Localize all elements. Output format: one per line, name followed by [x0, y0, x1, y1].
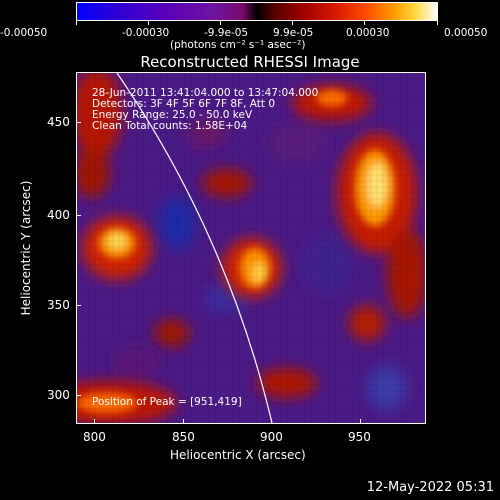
info-time-range: 28-Jun-2011 13:41:04.000 to 13:47:04.000: [92, 87, 319, 99]
x-tick-label: 950: [348, 430, 371, 444]
colorbar-tick-mark: [364, 21, 365, 25]
y-tick-label: 300: [47, 388, 70, 402]
solar-limb: [116, 73, 273, 423]
colorbar-tick-label: -0.00030: [122, 27, 170, 39]
y-tick-label: 450: [47, 115, 70, 129]
flux-map: [77, 73, 425, 423]
x-tick-mark: [271, 419, 272, 424]
x-tick-label: 900: [260, 430, 283, 444]
pixel-grid: [77, 73, 425, 423]
x-axis-label: Heliocentric X (arcsec): [170, 448, 306, 462]
colorbar-tick-mark: [148, 21, 149, 25]
info-peak-position: Position of Peak = [951,419]: [92, 396, 242, 408]
y-axis-label: Heliocentric Y (arcsec): [19, 180, 33, 316]
generation-timestamp: 12-May-2022 05:31: [366, 480, 494, 495]
colorbar-tick-label: 0.00050: [444, 27, 488, 39]
colorbar-tick-mark: [292, 21, 293, 25]
y-tick-mark: [76, 122, 81, 123]
colorbar-tick-label: 9.9e-05: [273, 27, 314, 39]
colorbar-tick-mark: [437, 21, 438, 25]
y-tick-mark: [76, 305, 81, 306]
image-plot[interactable]: [76, 72, 426, 424]
info-clean-counts: Clean Total counts: 1.58E+04: [92, 120, 248, 132]
x-tick-mark: [360, 419, 361, 424]
x-tick-mark: [94, 419, 95, 424]
colorbar-tick-mark: [76, 21, 77, 25]
y-tick-label: 350: [47, 298, 70, 312]
y-tick-mark: [76, 395, 81, 396]
info-energy-range: Energy Range: 25.0 - 50.0 keV: [92, 109, 253, 121]
plot-title: Reconstructed RHESSI Image: [140, 53, 360, 71]
y-tick-label: 400: [47, 208, 70, 222]
colorbar-tick-label: -9.9e-05: [204, 27, 249, 39]
colorbar-tick-label: 0.00030: [346, 27, 390, 39]
info-detectors: Detectors: 3F 4F 5F 6F 7F 8F, Att 0: [92, 98, 276, 110]
colorbar: [76, 2, 438, 21]
x-tick-label: 800: [83, 430, 106, 444]
colorbar-units: (photons cm⁻² s⁻¹ asec⁻²): [170, 39, 306, 51]
x-tick-mark: [183, 419, 184, 424]
x-tick-label: 850: [172, 430, 195, 444]
y-tick-mark: [76, 215, 81, 216]
colorbar-tick-mark: [220, 21, 221, 25]
colorbar-tick-label: -0.00050: [0, 27, 48, 39]
